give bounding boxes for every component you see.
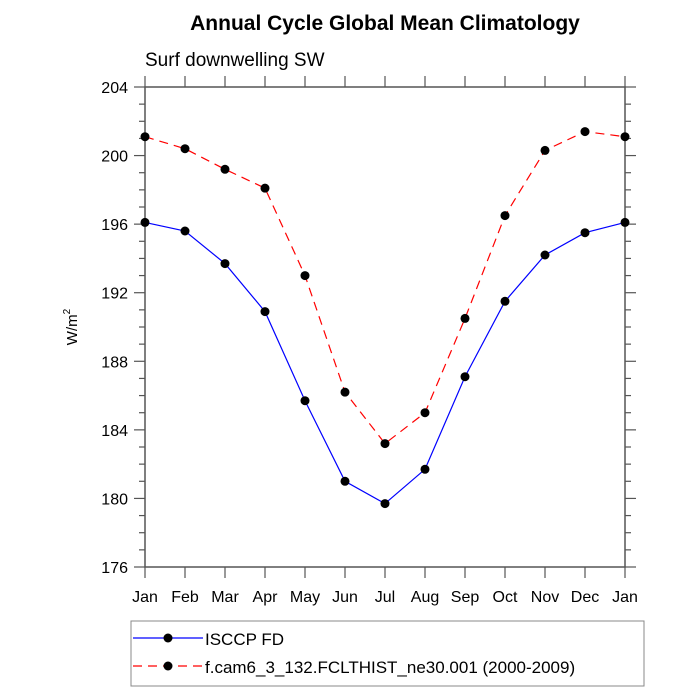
y-tick-label: 180 (101, 491, 128, 508)
data-point (380, 439, 390, 449)
data-point (340, 476, 350, 486)
series-1 (140, 127, 630, 449)
x-tick-label: Feb (171, 589, 199, 606)
data-point (180, 144, 190, 154)
data-point (140, 217, 150, 227)
legend-label-model: f.cam6_3_132.FCLTHIST_ne30.001 (2000-200… (205, 658, 575, 677)
chart-subtitle: Surf downwelling SW (145, 50, 325, 71)
y-tick-label: 184 (101, 423, 128, 440)
y-axis-label-superscript: 2 (62, 308, 73, 314)
series-line (144, 130, 626, 445)
data-point (500, 296, 510, 306)
y-tick-label: 204 (101, 80, 128, 97)
x-tick-label: May (290, 589, 320, 606)
data-point (340, 387, 350, 397)
x-tick-label: Jun (332, 589, 358, 606)
x-axis-ticks: Jan Feb Mar Apr May Jun Jul Aug Sep Oct Nov Dec Jan (132, 76, 638, 606)
y-tick-label: 200 (101, 149, 128, 166)
plot-frame (144, 86, 626, 568)
x-tick-label: Mar (211, 589, 239, 606)
series-line (144, 221, 626, 505)
data-point (540, 145, 550, 155)
series-0 (140, 217, 630, 509)
svg-text:W/m2: W/m2 (62, 308, 81, 345)
x-tick-label: Jul (375, 589, 395, 606)
legend-label-isccp: ISCCP FD (205, 630, 284, 649)
legend-item-0: ISCCP FD (133, 630, 284, 649)
y-tick-label: 176 (101, 560, 128, 577)
legend-item-1: f.cam6_3_132.FCLTHIST_ne30.001 (2000-200… (133, 658, 575, 677)
legend-marker-isccp (163, 633, 173, 643)
x-tick-label: Nov (531, 589, 559, 606)
data-point (580, 228, 590, 238)
legend-marker-model (163, 661, 173, 671)
data-point (460, 313, 470, 323)
legend: ISCCP FD f.cam6_3_132.FCLTHIST_ne30.001 … (130, 620, 645, 687)
data-point (180, 226, 190, 236)
x-tick-label: Oct (493, 589, 518, 606)
y-tick-label: 188 (101, 354, 128, 371)
y-tick-label: 196 (101, 217, 128, 234)
y-axis-label-text: W/m (64, 314, 81, 345)
data-point (220, 259, 230, 269)
data-point (540, 250, 550, 260)
data-point (620, 132, 630, 142)
data-point (380, 499, 390, 509)
x-tick-label: Jan (132, 589, 158, 606)
data-point (300, 396, 310, 406)
data-point (220, 164, 230, 174)
data-point (140, 132, 150, 142)
data-point (300, 271, 310, 281)
axes (144, 86, 626, 568)
data-point (500, 211, 510, 221)
data-point (260, 183, 270, 193)
x-tick-label: Jan (612, 589, 638, 606)
chart-title: Annual Cycle Global Mean Climatology (190, 12, 580, 35)
y-axis-label: W/m2 (62, 308, 81, 345)
legend-box (130, 620, 645, 687)
y-axis-ticks: 176 180 184 188 192 196 200 204 (101, 80, 636, 577)
series-layer (140, 127, 630, 509)
data-point (460, 372, 470, 382)
data-point (260, 307, 270, 317)
x-tick-label: Aug (411, 589, 439, 606)
data-point (580, 127, 590, 137)
x-tick-label: Dec (571, 589, 599, 606)
y-tick-label: 192 (101, 286, 128, 303)
x-tick-label: Apr (253, 589, 279, 606)
data-point (420, 464, 430, 474)
x-tick-label: Sep (451, 589, 480, 606)
data-point (620, 217, 630, 227)
data-point (420, 408, 430, 418)
